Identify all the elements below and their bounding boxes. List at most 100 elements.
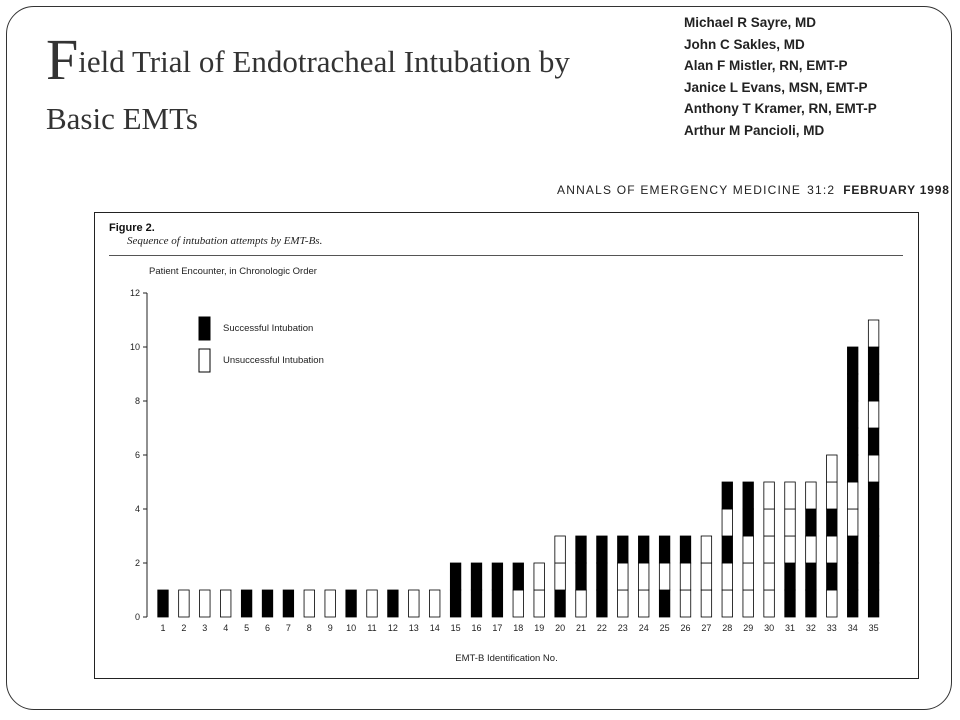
bar-segment-successful (679, 535, 692, 564)
bar-segment-successful (575, 562, 587, 591)
figure-caption: Sequence of intubation attempts by EMT-B… (127, 235, 323, 247)
x-axis-title: EMT-B Identification No. (455, 653, 558, 664)
bar-segment-unsuccessful (638, 562, 650, 591)
bar-segment-unsuccessful (784, 508, 796, 537)
bar-segment-successful (805, 589, 817, 618)
bar-segment-unsuccessful (700, 535, 713, 564)
bar-segment-successful (240, 589, 253, 618)
bar-segment-successful (847, 589, 859, 618)
bar-segment-unsuccessful (847, 508, 859, 537)
bar-segment-successful (596, 589, 608, 618)
bar-segment-unsuccessful (742, 535, 754, 564)
author-name: John C Sakles, MD (684, 36, 805, 52)
x-tick-label: 19 (534, 623, 544, 633)
bar-segment-unsuccessful (679, 562, 692, 591)
bar-segment-successful (617, 535, 629, 564)
bar-segment-successful (449, 562, 462, 591)
bar-segment-unsuccessful (867, 454, 880, 483)
x-tick-label: 30 (764, 623, 774, 633)
bar-segment-successful (658, 535, 671, 564)
x-tick-label: 6 (265, 623, 270, 633)
bar-segment-unsuccessful (220, 589, 232, 618)
bar-segment-successful (805, 562, 817, 591)
bar-segment-unsuccessful (763, 562, 775, 591)
bar-segment-successful (575, 535, 587, 564)
y-tick-label: 2 (135, 558, 140, 568)
bar-segment-successful (282, 589, 295, 618)
y-tick-label: 4 (135, 504, 140, 514)
bar-segment-unsuccessful (429, 589, 441, 618)
x-tick-label: 35 (869, 623, 879, 633)
bar-segment-unsuccessful (324, 589, 336, 618)
bar-segment-successful (867, 346, 880, 375)
author-name: Arthur M Pancioli, MD (684, 122, 825, 138)
title-rest: ield Trial of Endotracheal Intubation by (78, 44, 570, 79)
bar-segment-successful (742, 508, 754, 537)
bar-segment-unsuccessful (408, 589, 420, 618)
bar-segment-successful (345, 589, 357, 618)
bar-segment-successful (847, 427, 859, 456)
bar-segment-successful (805, 508, 817, 537)
bar-segment-unsuccessful (366, 589, 378, 618)
x-tick-label: 5 (244, 623, 249, 633)
bar-segment-successful (491, 589, 504, 618)
bar-segment-unsuccessful (826, 589, 838, 618)
author-name: Michael R Sayre, MD (684, 15, 817, 30)
x-tick-label: 31 (785, 623, 795, 633)
legend-swatch-unsuccessful (198, 348, 211, 373)
x-tick-label: 23 (618, 623, 628, 633)
title-initial: F (46, 27, 79, 92)
bar-segment-successful (826, 508, 838, 537)
bar-segment-unsuccessful (638, 589, 650, 618)
bar-segment-successful (847, 400, 859, 429)
bar-segment-successful (847, 454, 859, 483)
author-name: Janice L Evans, MSN, EMT-P (684, 79, 868, 95)
bar-segment-successful (261, 589, 274, 618)
x-tick-label: 7 (286, 623, 291, 633)
x-tick-label: 28 (722, 623, 732, 633)
bar-segment-successful (449, 589, 462, 618)
bar-segment-successful (847, 346, 859, 375)
bar-segment-successful (596, 535, 608, 564)
bar-segment-unsuccessful (679, 589, 692, 618)
bar-segment-successful (470, 589, 483, 618)
x-tick-label: 33 (827, 623, 837, 633)
x-tick-label: 29 (743, 623, 753, 633)
bar-segment-unsuccessful (533, 562, 545, 591)
bar-segment-successful (847, 562, 859, 591)
legend-swatch-successful (198, 316, 211, 341)
bar-segment-unsuccessful (617, 562, 629, 591)
x-tick-label: 34 (848, 623, 858, 633)
bar-segment-unsuccessful (554, 535, 566, 564)
bar-segment-unsuccessful (826, 481, 838, 510)
x-tick-label: 32 (806, 623, 816, 633)
x-tick-label: 1 (160, 623, 165, 633)
bar-segment-unsuccessful (721, 589, 733, 618)
bar-segment-successful (784, 562, 796, 591)
bar-segment-successful (867, 481, 880, 510)
x-tick-label: 26 (680, 623, 690, 633)
bar-segment-unsuccessful (867, 400, 880, 429)
x-tick-label: 3 (202, 623, 207, 633)
x-tick-label: 16 (471, 623, 481, 633)
x-tick-label: 21 (576, 623, 586, 633)
bar-segment-unsuccessful (700, 562, 713, 591)
bar-segment-successful (847, 535, 859, 564)
x-tick-label: 25 (660, 623, 670, 633)
x-tick-label: 11 (367, 623, 376, 633)
journal-issue: 31:2 (807, 183, 836, 197)
bar-segment-successful (867, 508, 880, 537)
y-tick-label: 10 (130, 342, 140, 352)
bar-segment-unsuccessful (533, 589, 545, 618)
x-tick-label: 13 (409, 623, 419, 633)
y-tick-label: 6 (135, 450, 140, 460)
bar-segment-unsuccessful (763, 589, 775, 618)
bar-segment-successful (638, 535, 650, 564)
x-tick-label: 24 (639, 623, 649, 633)
bar-segment-unsuccessful (763, 481, 775, 510)
bar-segment-unsuccessful (178, 589, 190, 618)
bar-segment-unsuccessful (303, 589, 315, 618)
bar-segment-successful (387, 589, 399, 618)
x-tick-label: 17 (492, 623, 502, 633)
x-tick-label: 9 (328, 623, 333, 633)
